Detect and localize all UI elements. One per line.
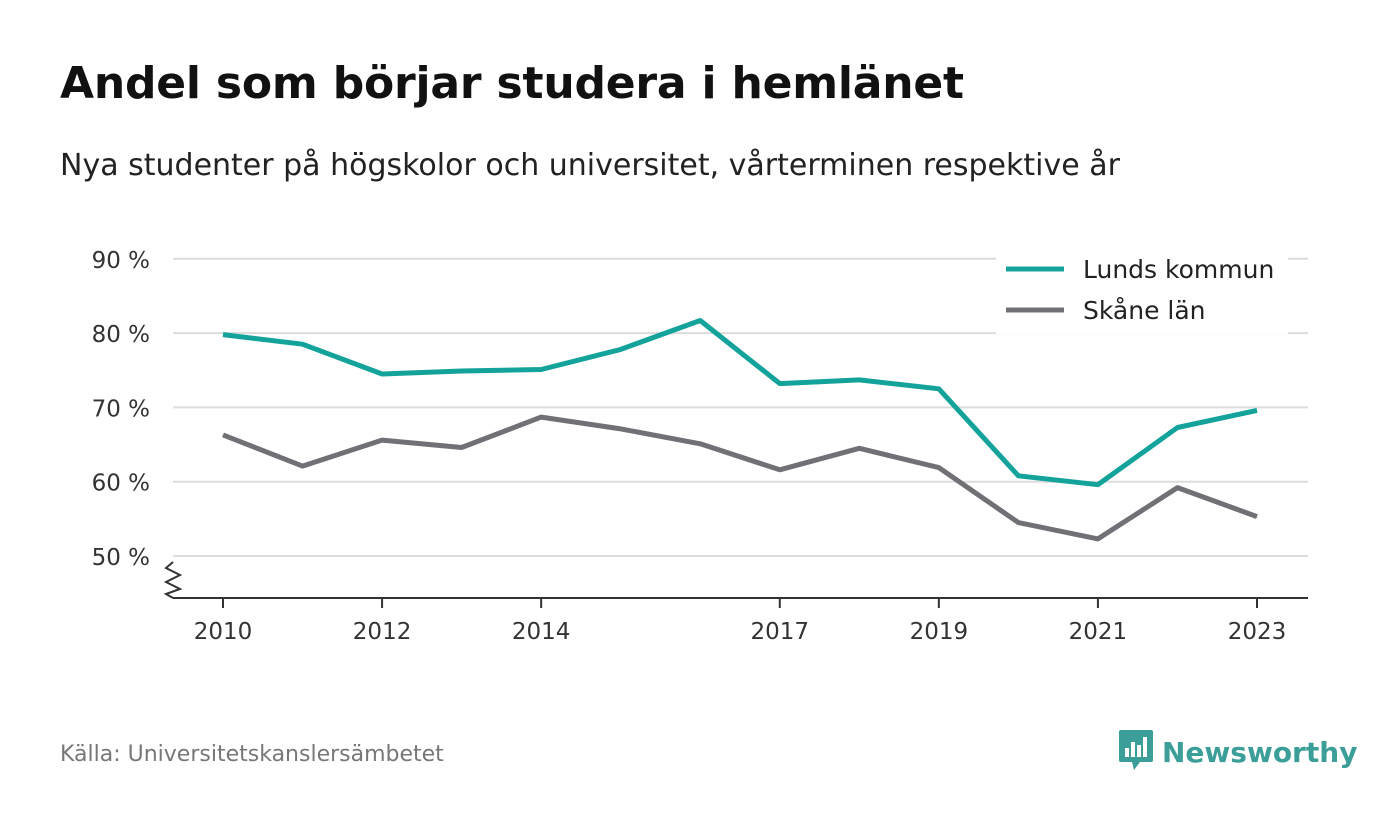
series-line-2 xyxy=(222,414,1258,542)
legend-label: Skåne län xyxy=(1083,296,1206,325)
x-axis-labels: 2010 2012 2014 2017 2019 2021 2023 xyxy=(194,619,1287,645)
legend-box xyxy=(996,250,1288,334)
series-line-1 xyxy=(222,318,1258,488)
chart-subtitle: Nya studenter på högskolor och universit… xyxy=(60,148,1120,183)
brand-name: Newsworthy xyxy=(1162,735,1358,769)
series-lines xyxy=(222,318,1258,542)
legend-label: Lunds kommun xyxy=(1083,255,1274,284)
source-note: Källa: Universitetskanslersämbetet xyxy=(60,742,444,767)
brand-logo[interactable]: Newsworthy xyxy=(1118,728,1357,776)
y-tick-label: 60 % xyxy=(92,471,150,497)
chart-title: Andel som börjar studera i hemlänet xyxy=(60,58,964,109)
y-tick-label: 70 % xyxy=(92,396,150,422)
x-tick-label: 2021 xyxy=(1069,619,1128,645)
x-tick-label: 2014 xyxy=(512,619,571,645)
y-tick-label: 80 % xyxy=(92,322,150,348)
x-tick-label: 2017 xyxy=(750,619,809,645)
newsworthy-logo-icon xyxy=(1118,728,1154,776)
x-axis xyxy=(163,561,1308,608)
x-tick-label: 2023 xyxy=(1228,619,1287,645)
y-tick-label: 90 % xyxy=(92,248,150,274)
y-axis-labels: 50 % 60 % 70 % 80 % 90 % xyxy=(92,248,150,571)
y-tick-label: 50 % xyxy=(92,545,150,571)
x-tick-label: 2010 xyxy=(194,619,253,645)
axis-break-icon xyxy=(163,561,183,599)
legend: Lunds kommun Skåne län xyxy=(996,250,1288,334)
x-tick-label: 2012 xyxy=(353,619,412,645)
x-tick-label: 2019 xyxy=(910,619,969,645)
